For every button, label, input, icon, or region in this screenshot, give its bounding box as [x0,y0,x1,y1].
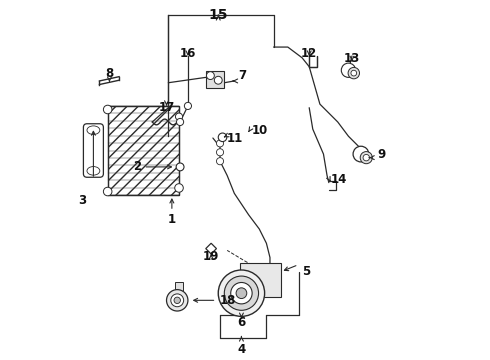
Text: 7: 7 [238,69,246,82]
Polygon shape [206,243,217,254]
Ellipse shape [87,126,100,134]
Circle shape [167,290,188,311]
Circle shape [214,76,222,84]
Circle shape [342,63,356,77]
Circle shape [363,154,369,161]
Circle shape [176,163,184,171]
Circle shape [217,140,223,147]
Circle shape [217,158,223,165]
Text: 14: 14 [331,172,347,185]
Text: 6: 6 [237,316,245,329]
Circle shape [184,102,192,109]
Circle shape [224,276,259,310]
Text: 8: 8 [105,67,114,80]
Circle shape [174,297,180,303]
Text: 11: 11 [227,131,244,144]
Bar [206,71,224,88]
Text: 13: 13 [344,53,360,66]
Text: 15: 15 [209,8,228,22]
Circle shape [360,152,372,164]
Text: 3: 3 [78,194,86,207]
Bar [240,263,281,297]
Circle shape [217,149,223,156]
Circle shape [348,67,360,79]
Text: 5: 5 [302,265,310,278]
Circle shape [175,113,183,120]
Circle shape [351,70,357,76]
FancyBboxPatch shape [83,124,103,177]
Circle shape [103,105,112,114]
Text: 10: 10 [252,125,269,138]
Text: 18: 18 [220,294,236,307]
Bar [175,283,183,291]
Text: 1: 1 [168,213,176,226]
Bar [108,106,179,195]
Circle shape [176,118,184,126]
Text: 4: 4 [237,343,245,356]
Circle shape [218,133,227,141]
Circle shape [171,294,184,307]
Text: 12: 12 [301,47,318,60]
Text: 19: 19 [203,251,220,264]
Circle shape [103,187,112,196]
Circle shape [231,283,252,304]
Circle shape [175,184,183,192]
Circle shape [236,288,247,298]
Text: 2: 2 [133,160,142,173]
Text: 16: 16 [180,47,196,60]
Ellipse shape [87,167,100,175]
Circle shape [353,146,369,162]
Bar [108,106,179,195]
Circle shape [218,270,265,316]
Text: 9: 9 [377,148,385,161]
Circle shape [206,72,214,80]
Text: 17: 17 [158,100,174,113]
